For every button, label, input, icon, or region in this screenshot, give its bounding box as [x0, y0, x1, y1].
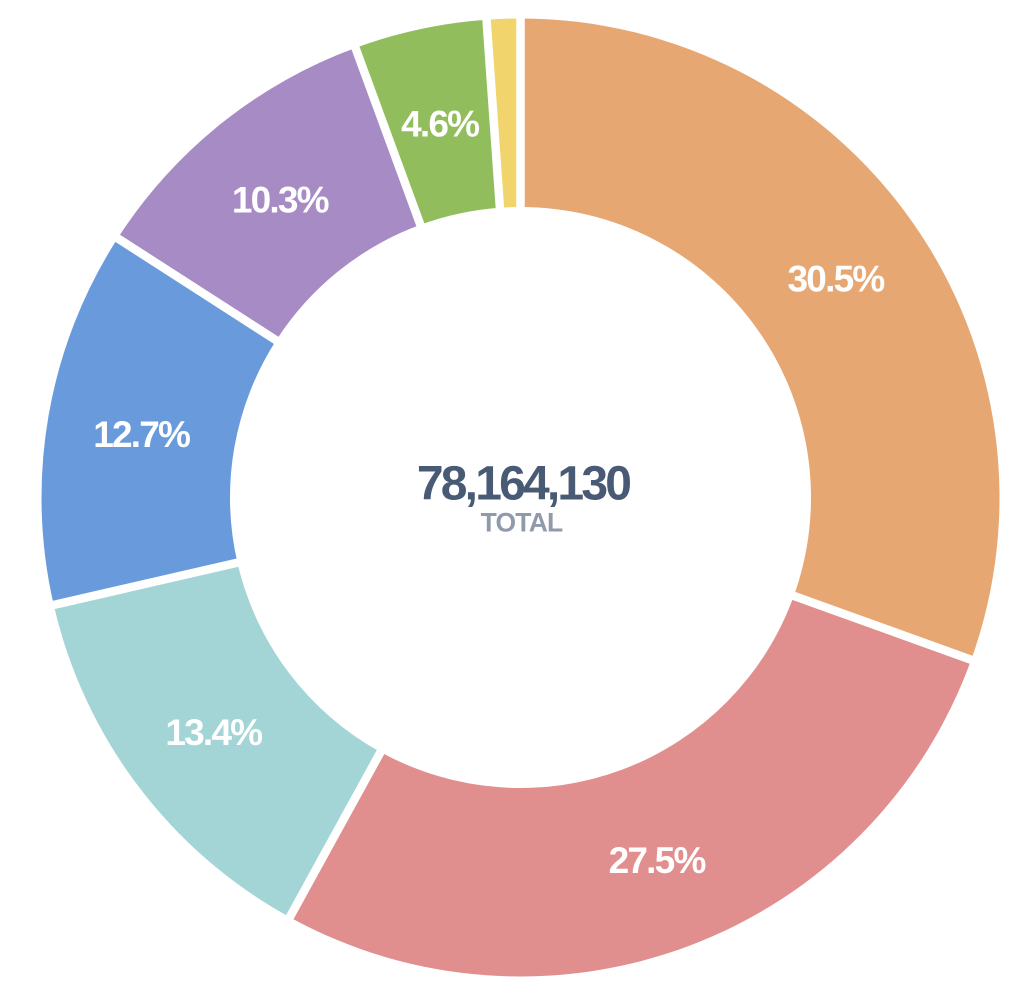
svg-text:13.4%: 13.4%	[165, 712, 262, 753]
svg-text:78,164,130: 78,164,130	[417, 458, 630, 511]
svg-text:12.7%: 12.7%	[93, 414, 190, 455]
svg-text:10.3%: 10.3%	[232, 180, 329, 221]
svg-text:TOTAL: TOTAL	[481, 508, 563, 538]
svg-text:27.5%: 27.5%	[609, 840, 706, 881]
svg-text:30.5%: 30.5%	[788, 259, 885, 300]
svg-text:4.6%: 4.6%	[401, 104, 479, 145]
